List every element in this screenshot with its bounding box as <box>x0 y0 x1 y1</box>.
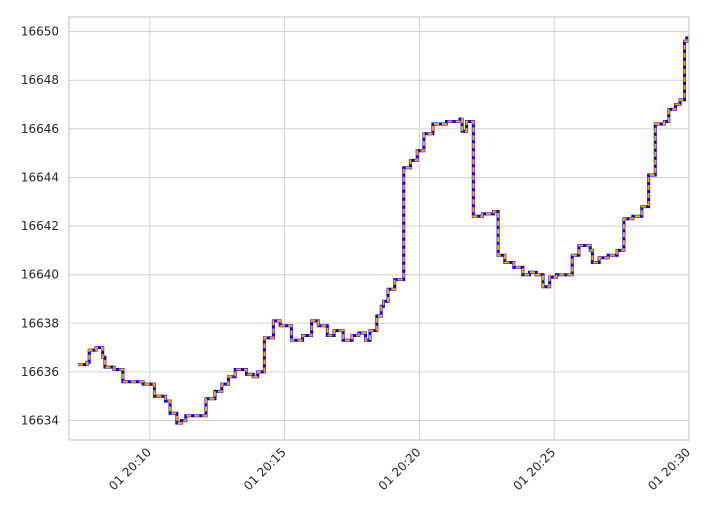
x-tick-label: 01 20:20 <box>376 445 424 493</box>
y-tick-label: 16650 <box>21 25 59 39</box>
x-axis-ticks: 01 20:10 01 20:15 01 20:20 01 20:25 01 20:30 <box>106 445 693 493</box>
y-tick-label: 16638 <box>21 316 59 330</box>
x-tick-label: 01 20:15 <box>241 445 289 493</box>
series-line-2 <box>78 36 688 424</box>
plot-frame <box>68 16 690 441</box>
y-tick-label: 16636 <box>21 365 59 379</box>
plot-background <box>69 17 689 440</box>
x-tick-label: 01 20:30 <box>645 445 693 493</box>
y-tick-label: 16634 <box>21 414 59 428</box>
y-tick-label: 16642 <box>21 219 59 233</box>
y-axis-ticks: 16634 16636 16638 16640 16642 16644 16646 16648… <box>21 25 59 428</box>
grid-lines <box>69 17 690 440</box>
x-tick-label: 01 20:25 <box>510 445 558 493</box>
series-lines <box>78 36 689 425</box>
y-tick-label: 16640 <box>21 268 59 282</box>
y-tick-label: 16646 <box>21 122 59 136</box>
x-tick-label: 01 20:10 <box>106 445 154 493</box>
y-tick-label: 16644 <box>21 170 59 184</box>
y-tick-label: 16648 <box>21 73 59 87</box>
